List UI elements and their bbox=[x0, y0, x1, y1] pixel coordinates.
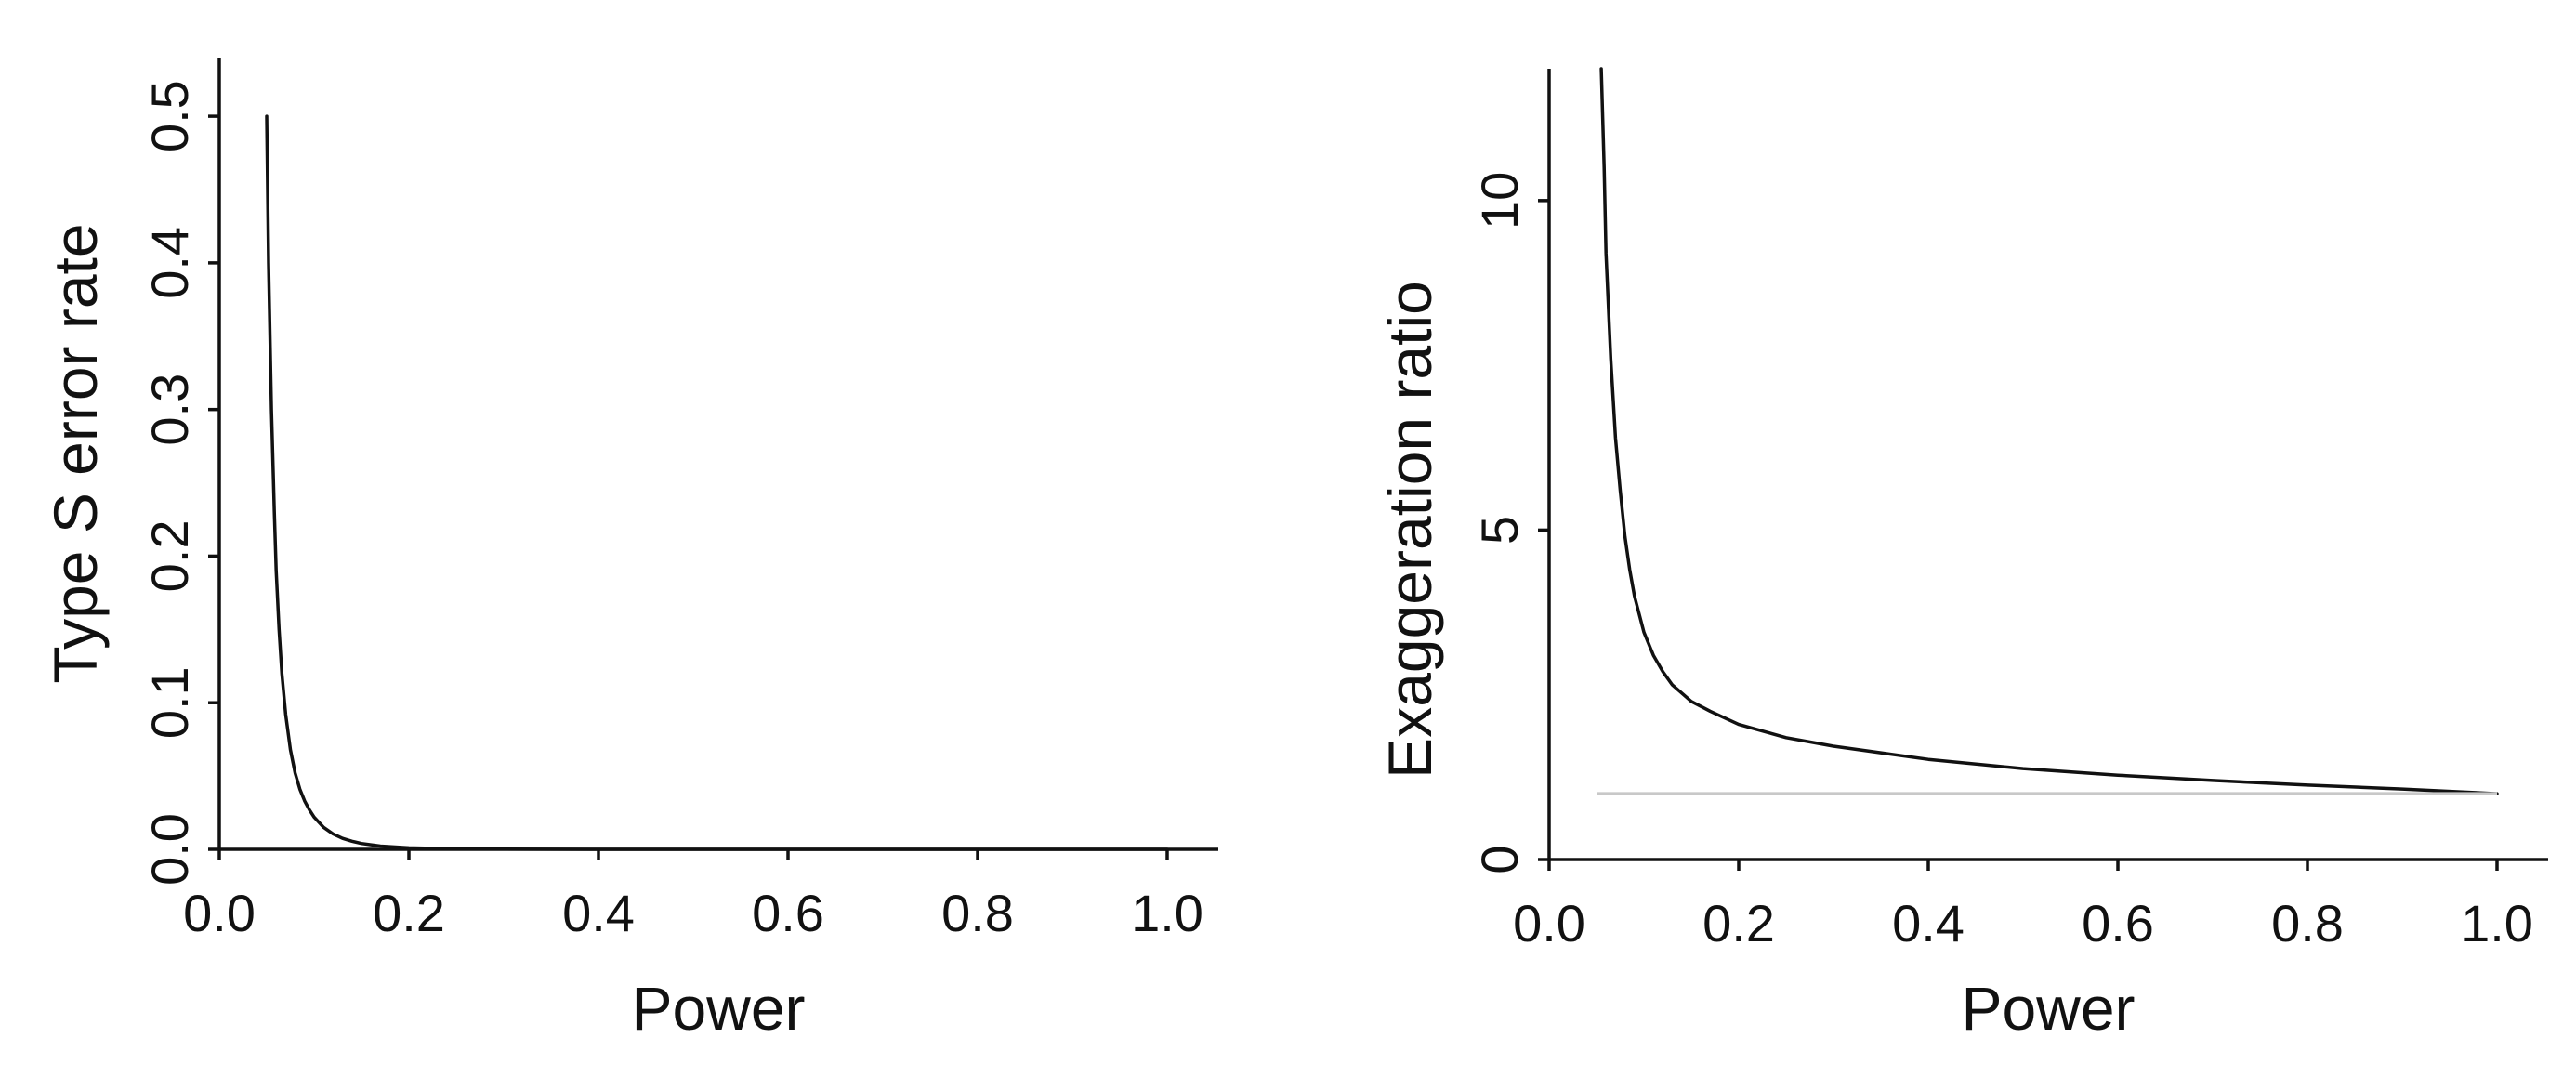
y-tick-label: 0.1 bbox=[140, 666, 199, 739]
y-ticks: 0 5 10 bbox=[1470, 172, 1549, 874]
x-ticks: 0.0 0.2 0.4 0.6 0.8 1.0 bbox=[183, 849, 1203, 942]
y-tick-label: 0.2 bbox=[140, 520, 199, 593]
exaggeration-ratio-chart: 0.0 0.2 0.4 0.6 0.8 1.0 0 5 10 Power Exaggerati… bbox=[1375, 67, 2548, 1043]
x-tick-label: 1.0 bbox=[1131, 884, 1203, 942]
y-tick-label: 0.4 bbox=[140, 227, 199, 299]
x-tick-label: 0.4 bbox=[1892, 894, 1965, 952]
x-tick-label: 0.0 bbox=[183, 884, 256, 942]
x-tick-label: 0.6 bbox=[752, 884, 824, 942]
y-tick-label: 0.5 bbox=[140, 80, 199, 152]
x-tick-label: 0.4 bbox=[562, 884, 635, 942]
x-tick-label: 0.2 bbox=[1702, 894, 1775, 952]
y-axis-title: Exaggeration ratio bbox=[1375, 281, 1444, 779]
series-line bbox=[1599, 67, 2499, 795]
y-tick-label: 10 bbox=[1470, 172, 1529, 230]
x-tick-label: 0.2 bbox=[373, 884, 445, 942]
x-tick-label: 0.0 bbox=[1513, 894, 1585, 952]
x-ticks: 0.0 0.2 0.4 0.6 0.8 1.0 bbox=[1513, 860, 2533, 952]
x-tick-label: 0.8 bbox=[941, 884, 1014, 942]
y-tick-label: 0.3 bbox=[140, 374, 199, 446]
y-tick-label: 0 bbox=[1470, 845, 1529, 873]
type-s-error-chart: 0.0 0.2 0.4 0.6 0.8 1.0 0.0 0.1 0.2 0.3 0.4 0.5 Po… bbox=[41, 58, 1218, 1043]
x-tick-label: 0.8 bbox=[2271, 894, 2344, 952]
x-axis-title: Power bbox=[631, 974, 805, 1043]
y-tick-label: 5 bbox=[1470, 516, 1529, 545]
y-axis-title: Type S error rate bbox=[41, 223, 110, 683]
plot-area bbox=[265, 114, 1169, 851]
x-tick-label: 1.0 bbox=[2461, 894, 2533, 952]
plot-area bbox=[1597, 67, 2499, 795]
x-axis-title: Power bbox=[1961, 974, 2135, 1043]
y-ticks: 0.0 0.1 0.2 0.3 0.4 0.5 bbox=[140, 80, 219, 886]
series-line bbox=[265, 114, 1169, 851]
y-tick-label: 0.0 bbox=[140, 813, 199, 886]
x-tick-label: 0.6 bbox=[2082, 894, 2154, 952]
